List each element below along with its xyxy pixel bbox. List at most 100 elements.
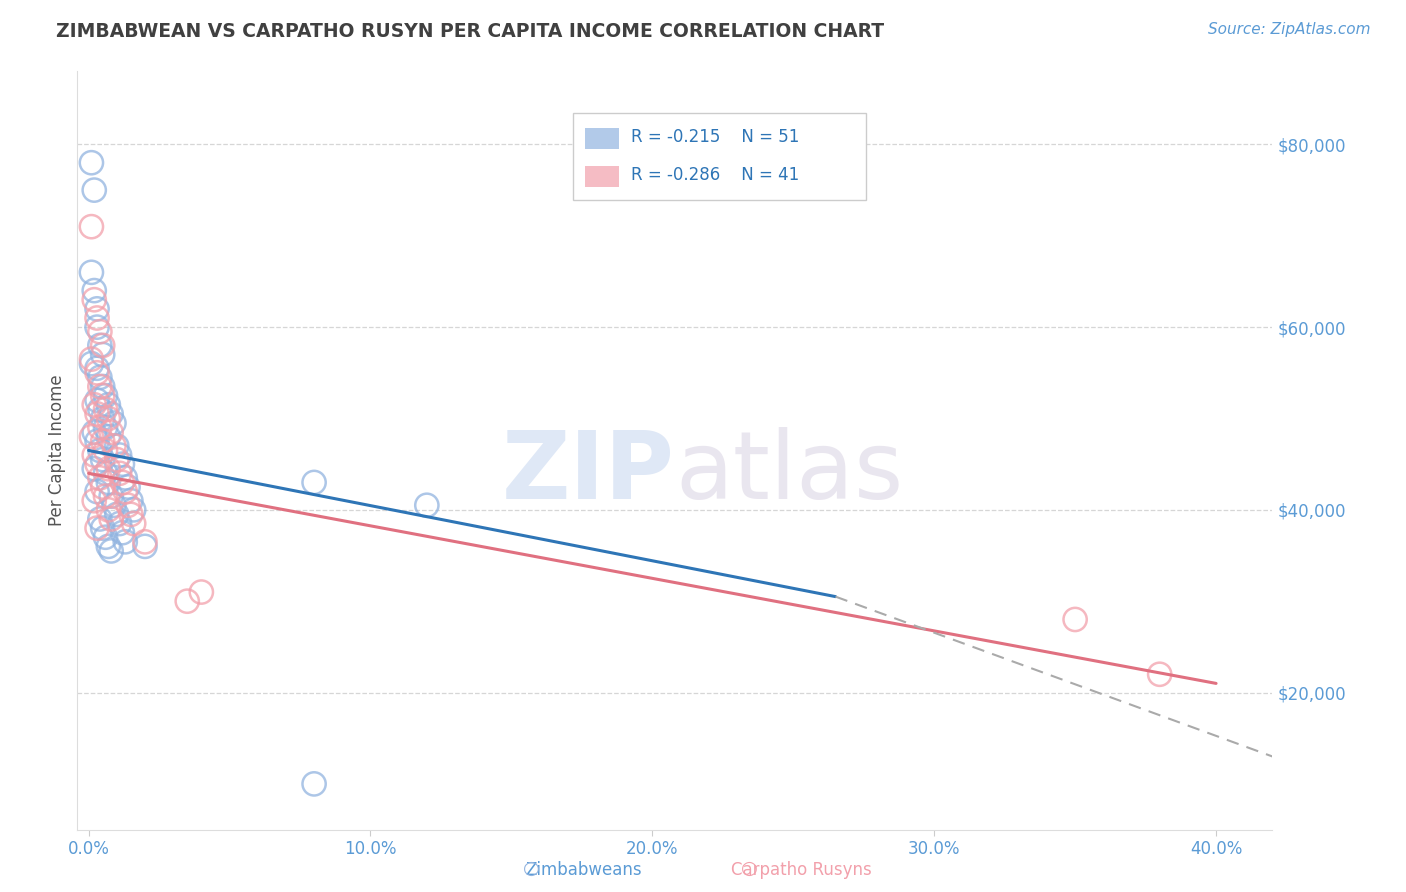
Point (97, 540, 120, 554)
Point (86, 301, 108, 316)
Point (94, 489, 117, 503)
Point (89, 370, 111, 384)
Point (190, 585, 212, 599)
Point (83, 284, 105, 298)
Point (89, 512, 111, 526)
Point (80, 357, 103, 371)
Point (94, 420, 117, 434)
Point (100, 544, 122, 558)
Point (105, 439, 128, 453)
Point (86, 521, 108, 535)
Point (94, 467, 117, 481)
Point (114, 471, 136, 485)
Point (86, 366, 108, 380)
FancyBboxPatch shape (585, 166, 619, 187)
Point (108, 448, 131, 462)
Text: R = -0.215    N = 51: R = -0.215 N = 51 (631, 128, 799, 146)
Point (91, 411, 114, 425)
Point (91, 347, 114, 361)
Point (302, 475, 325, 490)
Point (86, 320, 108, 334)
Point (80, 352, 103, 367)
Point (86, 393, 108, 408)
Point (94, 389, 117, 403)
Point (91, 389, 114, 403)
Point (117, 498, 139, 512)
Point (89, 471, 111, 485)
Point (103, 498, 125, 512)
Point (134, 534, 156, 549)
Point (83, 398, 105, 412)
Text: Zimbabweans: Zimbabweans (526, 861, 641, 879)
Point (83, 293, 105, 307)
Point (103, 416, 125, 430)
Point (94, 443, 117, 458)
Point (97, 398, 120, 412)
Text: Carpatho Rusyns: Carpatho Rusyns (731, 861, 872, 879)
Point (80, 430, 103, 444)
Point (94, 530, 117, 544)
Point (91, 521, 114, 535)
Point (108, 516, 131, 531)
Point (117, 480, 139, 494)
Point (83, 448, 105, 462)
Point (89, 325, 111, 339)
Point (91, 379, 114, 393)
Point (1149, 667, 1171, 681)
Point (86, 457, 108, 471)
Point (100, 512, 122, 526)
Point (105, 452, 128, 467)
Point (108, 467, 131, 481)
Point (89, 420, 111, 434)
Point (100, 489, 122, 503)
Point (86, 311, 108, 326)
Text: ZIMBABWEAN VS CARPATHO RUSYN PER CAPITA INCOME CORRELATION CHART: ZIMBABWEAN VS CARPATHO RUSYN PER CAPITA … (56, 22, 884, 41)
Text: ○: ○ (523, 859, 540, 879)
Point (122, 516, 145, 531)
Point (97, 461, 120, 475)
Text: ○: ○ (741, 859, 758, 879)
Point (105, 508, 128, 522)
Point (176, 594, 198, 608)
Point (89, 338, 111, 352)
Point (114, 534, 136, 549)
Point (91, 434, 114, 449)
Point (1064, 612, 1087, 626)
Text: atlas: atlas (675, 427, 903, 519)
Y-axis label: Per Capita Income: Per Capita Income (48, 375, 66, 526)
Point (111, 525, 134, 540)
Point (97, 411, 120, 425)
FancyBboxPatch shape (574, 113, 866, 201)
FancyBboxPatch shape (585, 128, 619, 150)
Point (91, 480, 114, 494)
Point (111, 475, 134, 490)
Point (100, 407, 122, 421)
Point (86, 407, 108, 421)
Point (91, 452, 114, 467)
Point (83, 461, 105, 475)
Point (97, 475, 120, 490)
Point (89, 443, 111, 458)
Point (120, 493, 142, 508)
Point (103, 439, 125, 453)
Point (111, 457, 134, 471)
Text: Source: ZipAtlas.com: Source: ZipAtlas.com (1208, 22, 1371, 37)
Text: ZIP: ZIP (502, 427, 675, 519)
Point (83, 425, 105, 440)
Point (97, 430, 120, 444)
Point (83, 493, 105, 508)
Point (86, 434, 108, 449)
Point (80, 219, 103, 234)
Point (86, 484, 108, 499)
Point (302, 777, 325, 791)
Point (80, 155, 103, 169)
Point (83, 183, 105, 197)
Point (89, 379, 111, 393)
Point (120, 508, 142, 522)
Point (94, 402, 117, 417)
Text: R = -0.286    N = 41: R = -0.286 N = 41 (631, 166, 799, 185)
Point (100, 425, 122, 440)
Point (86, 361, 108, 376)
Point (97, 503, 120, 517)
Point (89, 402, 111, 417)
